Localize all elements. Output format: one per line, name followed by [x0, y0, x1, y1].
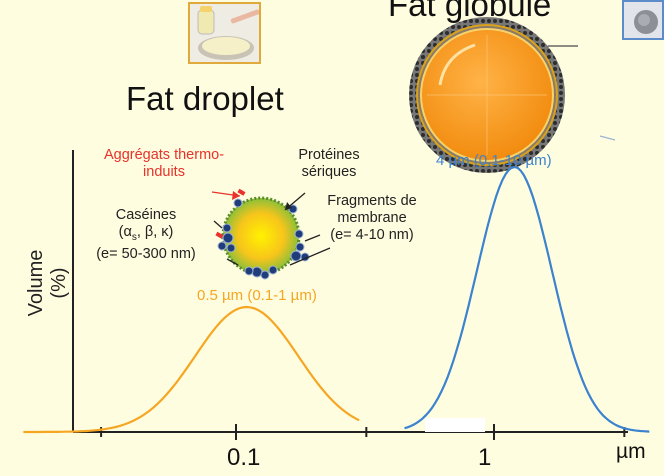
axis-highlight — [425, 418, 485, 432]
fat-globule-illustration — [409, 17, 578, 173]
y-axis-label: Volume (%) — [25, 249, 70, 317]
droplet-size-curve — [23, 305, 360, 434]
droplet-size-label: 0.5 µm (0.1-1 µm) — [197, 287, 317, 304]
membrane-fragments-label: Fragments de membrane (e= 4-10 nm) — [327, 193, 417, 243]
microscopy-photo — [622, 0, 664, 40]
fat-globule-title: Fat globule — [388, 0, 552, 23]
fat-droplet-illustration — [211, 188, 331, 280]
globule-size-curve — [404, 165, 650, 433]
aggregates-label: Aggrégats thermo-induits — [103, 147, 225, 180]
globule-size-label: 4 µm (0,1-10 µm) — [436, 152, 552, 169]
tick-label-0-1: 0.1 — [227, 444, 261, 471]
baby-formula-photo — [188, 2, 261, 64]
x-unit-label: µm — [616, 440, 646, 463]
fat-droplet-title: Fat droplet — [126, 80, 284, 117]
caseins-label: Caséines (αs, β, κ) (e= 50-300 nm) — [96, 207, 196, 262]
whey-proteins-label: Protéines sériques — [298, 147, 360, 180]
tick-label-1: 1 — [478, 444, 492, 471]
axes — [72, 135, 628, 440]
